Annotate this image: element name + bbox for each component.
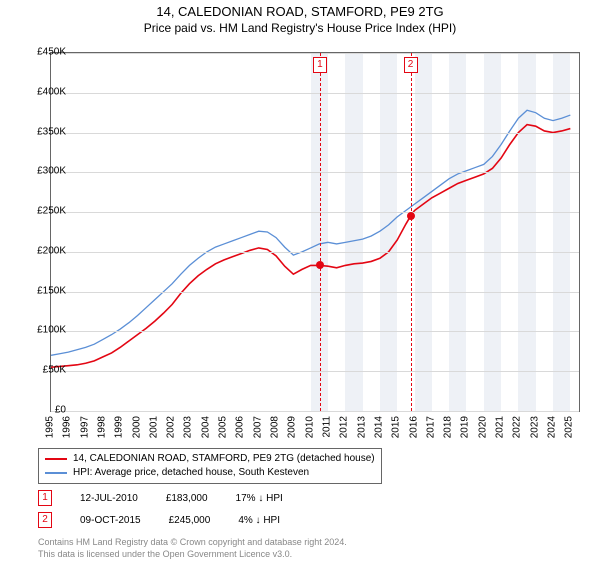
x-axis-label: 1998 — [96, 416, 107, 438]
y-axis-label: £50K — [22, 365, 66, 376]
x-axis-label: 2005 — [218, 416, 229, 438]
price-paid-row: 1 12-JUL-2010 £183,000 17% ↓ HPI — [38, 490, 283, 506]
legend-row: 14, CALEDONIAN ROAD, STAMFORD, PE9 2TG (… — [45, 452, 375, 466]
gridline — [51, 252, 579, 253]
legend-label: HPI: Average price, detached house, Sout… — [73, 466, 309, 480]
chart-subtitle: Price paid vs. HM Land Registry's House … — [0, 21, 600, 35]
gridline — [51, 411, 579, 412]
sale-marker-icon: 1 — [313, 57, 327, 73]
x-axis-label: 2014 — [373, 416, 384, 438]
gridline — [51, 331, 579, 332]
gridline — [51, 292, 579, 293]
sale-guideline — [320, 53, 321, 411]
x-axis-label: 1996 — [62, 416, 73, 438]
legend-box: 14, CALEDONIAN ROAD, STAMFORD, PE9 2TG (… — [38, 448, 382, 484]
x-axis-label: 2004 — [200, 416, 211, 438]
y-axis-label: £350K — [22, 126, 66, 137]
sale-guideline — [411, 53, 412, 411]
x-axis-label: 2001 — [148, 416, 159, 438]
gridline — [51, 172, 579, 173]
y-axis-label: £100K — [22, 325, 66, 336]
sale-price: £245,000 — [169, 515, 211, 526]
x-axis-label: 2003 — [183, 416, 194, 438]
x-axis-label: 2007 — [252, 416, 263, 438]
chart-container: 14, CALEDONIAN ROAD, STAMFORD, PE9 2TG P… — [0, 4, 600, 564]
x-axis-label: 2017 — [425, 416, 436, 438]
y-axis-label: £450K — [22, 47, 66, 58]
legend-swatch — [45, 458, 67, 460]
footer-line: This data is licensed under the Open Gov… — [38, 548, 347, 560]
x-axis-label: 2021 — [495, 416, 506, 438]
x-axis-label: 2023 — [529, 416, 540, 438]
y-axis-label: £400K — [22, 86, 66, 97]
x-axis-label: 2013 — [356, 416, 367, 438]
gridline — [51, 93, 579, 94]
plot-area: 12 — [50, 52, 580, 412]
legend-row: HPI: Average price, detached house, Sout… — [45, 466, 375, 480]
x-axis-label: 1995 — [45, 416, 56, 438]
x-axis-label: 2009 — [287, 416, 298, 438]
line-series-svg — [51, 53, 579, 411]
x-axis-label: 2016 — [408, 416, 419, 438]
chart-title: 14, CALEDONIAN ROAD, STAMFORD, PE9 2TG — [0, 4, 600, 19]
sale-point-dot — [407, 212, 415, 220]
x-axis-label: 2002 — [166, 416, 177, 438]
x-axis-label: 2015 — [391, 416, 402, 438]
x-axis-label: 2025 — [564, 416, 575, 438]
x-axis-label: 2020 — [477, 416, 488, 438]
y-axis-label: £250K — [22, 206, 66, 217]
x-axis-label: 2018 — [443, 416, 454, 438]
y-axis-label: £200K — [22, 245, 66, 256]
x-axis-label: 1997 — [79, 416, 90, 438]
x-axis-label: 2008 — [270, 416, 281, 438]
gridline — [51, 212, 579, 213]
sale-pct: 17% ↓ HPI — [236, 493, 283, 504]
x-axis-label: 2010 — [304, 416, 315, 438]
sale-pct: 4% ↓ HPI — [238, 515, 280, 526]
sale-price: £183,000 — [166, 493, 208, 504]
x-axis-label: 2022 — [512, 416, 523, 438]
legend-label: 14, CALEDONIAN ROAD, STAMFORD, PE9 2TG (… — [73, 452, 375, 466]
gridline — [51, 133, 579, 134]
y-axis-label: £0 — [22, 405, 66, 416]
sale-marker-icon: 1 — [38, 490, 52, 506]
x-axis-label: 1999 — [114, 416, 125, 438]
x-axis-label: 2012 — [339, 416, 350, 438]
arrow-down-icon: ↓ — [256, 515, 261, 526]
gridline — [51, 371, 579, 372]
x-axis-label: 2006 — [235, 416, 246, 438]
gridline — [51, 53, 579, 54]
x-axis-label: 2019 — [460, 416, 471, 438]
x-axis-label: 2024 — [547, 416, 558, 438]
footer-line: Contains HM Land Registry data © Crown c… — [38, 536, 347, 548]
sale-marker-icon: 2 — [404, 57, 418, 73]
arrow-down-icon: ↓ — [258, 493, 263, 504]
x-axis-label: 2011 — [321, 416, 332, 438]
legend-swatch — [45, 472, 67, 474]
price-paid-row: 2 09-OCT-2015 £245,000 4% ↓ HPI — [38, 512, 280, 528]
sale-point-dot — [316, 261, 324, 269]
attribution-footer: Contains HM Land Registry data © Crown c… — [38, 536, 347, 560]
sale-date: 09-OCT-2015 — [80, 515, 141, 526]
sale-marker-icon: 2 — [38, 512, 52, 528]
x-axis-label: 2000 — [131, 416, 142, 438]
sale-date: 12-JUL-2010 — [80, 493, 138, 504]
series-line — [51, 110, 570, 355]
y-axis-label: £300K — [22, 166, 66, 177]
y-axis-label: £150K — [22, 285, 66, 296]
